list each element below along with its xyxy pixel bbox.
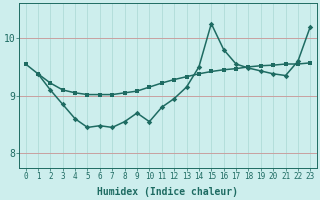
X-axis label: Humidex (Indice chaleur): Humidex (Indice chaleur) — [98, 186, 238, 197]
